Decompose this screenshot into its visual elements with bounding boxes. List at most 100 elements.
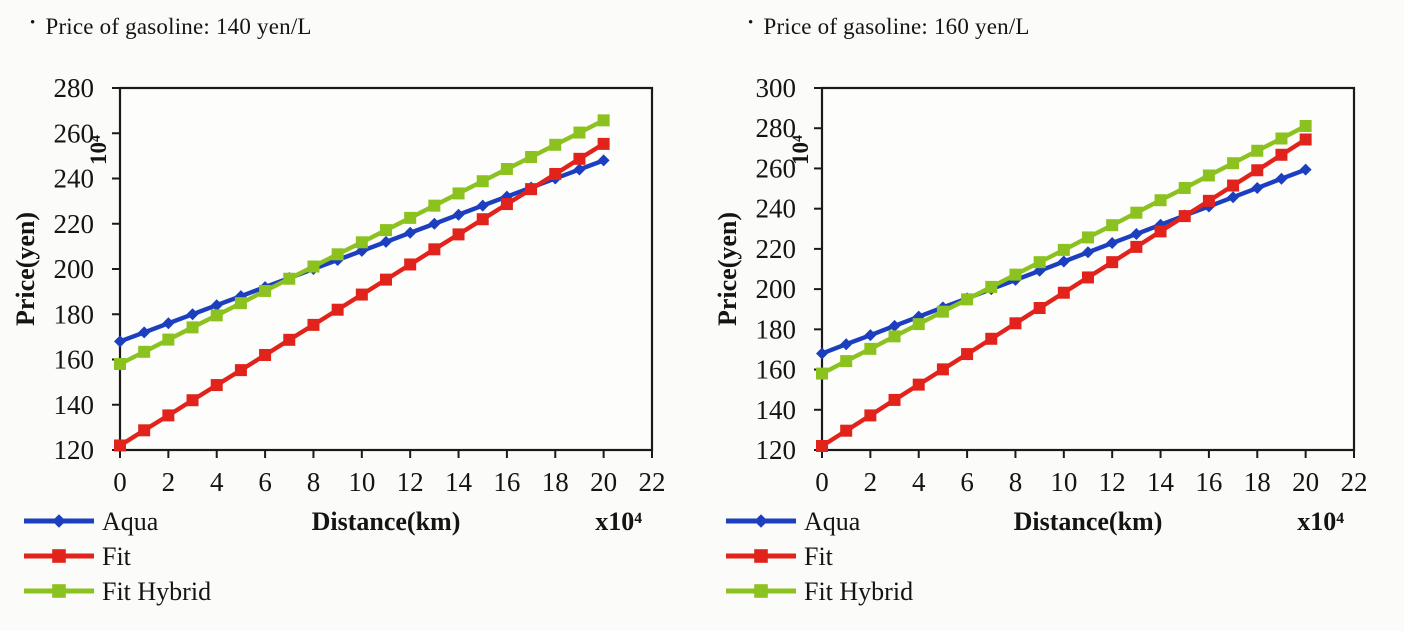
marker-square	[1202, 194, 1215, 207]
marker-square	[864, 409, 877, 422]
marker-square	[1275, 132, 1288, 145]
marker-square	[114, 358, 126, 371]
marker-square	[355, 288, 368, 301]
marker-square	[1154, 225, 1167, 238]
marker-square	[1106, 219, 1119, 232]
marker-diamond	[597, 154, 610, 167]
marker-square	[816, 439, 828, 452]
y-tick-label: 140	[54, 390, 95, 420]
marker-square	[380, 273, 392, 286]
legend-label: Fit	[102, 542, 132, 571]
y-axis-unit: 10⁴	[86, 135, 111, 165]
marker-square	[283, 333, 296, 346]
marker-square	[840, 424, 853, 437]
legend-label: Aqua	[102, 507, 159, 536]
marker-square	[404, 211, 417, 224]
marker-diamond	[1130, 228, 1143, 241]
marker-diamond	[428, 217, 441, 230]
marker-diamond	[114, 335, 126, 348]
marker-square	[573, 126, 586, 139]
marker-square	[573, 152, 586, 165]
y-axis-title: Price(yen)	[11, 212, 40, 326]
marker-diamond	[1251, 181, 1264, 194]
x-tick-label: 18	[542, 467, 569, 497]
legend-label: Aqua	[804, 507, 861, 536]
line-chart-gasoline-140: 120 140 160 180 200 220 240 260 280 0 2 4 6 8 10 12 14 16…	[11, 73, 666, 606]
marker-square	[428, 199, 441, 212]
marker-diamond	[573, 163, 586, 176]
marker-square	[936, 363, 949, 376]
marker-square	[1299, 133, 1312, 146]
marker-square	[138, 345, 151, 358]
marker-diamond	[888, 319, 901, 332]
marker-square	[283, 272, 296, 285]
marker-square	[864, 342, 877, 355]
marker-square	[816, 367, 828, 380]
marker-square	[259, 284, 272, 297]
y-tick-label: 260	[756, 153, 797, 183]
y-tick-label: 220	[54, 209, 95, 239]
marker-square	[1130, 206, 1143, 219]
marker-square	[1033, 256, 1046, 269]
y-tick-label: 280	[54, 73, 95, 103]
x-tick-label: 16	[493, 467, 520, 497]
marker-diamond	[1299, 163, 1312, 176]
marker-diamond	[476, 199, 489, 212]
marker-square	[210, 309, 223, 322]
marker-diamond	[1057, 255, 1070, 268]
marker-square	[1227, 157, 1240, 170]
x-tick-label: 8	[307, 467, 321, 497]
x-tick-label: 22	[1341, 467, 1368, 497]
chart-title-text: Price of gasoline: 140 yen/L	[45, 14, 312, 39]
legend-label: Fit Hybrid	[804, 577, 913, 606]
marker-diamond	[754, 514, 768, 528]
marker-square	[985, 280, 998, 293]
x-tick-label: 14	[1147, 467, 1175, 497]
marker-diamond	[452, 208, 465, 221]
marker-diamond	[52, 514, 66, 528]
x-tick-label: 18	[1244, 467, 1271, 497]
y-tick-label: 120	[54, 435, 95, 465]
y-axis-unit: 10⁴	[788, 135, 813, 165]
marker-square	[476, 213, 489, 226]
marker-square	[1227, 179, 1240, 192]
y-tick-label: 200	[756, 274, 797, 304]
marker-square	[1009, 268, 1022, 281]
marker-diamond	[1227, 191, 1240, 204]
x-tick-label: 0	[815, 467, 829, 497]
marker-square	[1178, 181, 1191, 194]
marker-square	[500, 198, 513, 211]
marker-square	[500, 162, 513, 175]
chart-panel-140: • Price of gasoline: 140 yen/L 120 140 160 1…	[11, 14, 666, 606]
bullet-icon: •	[30, 15, 36, 31]
x-tick-label: 22	[639, 467, 666, 497]
marker-square	[549, 167, 562, 180]
y-tick-label: 160	[54, 345, 95, 375]
marker-diamond	[1082, 246, 1094, 259]
x-axis-title: Distance(km)	[312, 507, 461, 536]
line-chart-gasoline-160: 120 140 160 180 200 220 240 260 280 300 0 2 4 6 8 10 12 1…	[713, 73, 1368, 606]
marker-diamond	[816, 347, 828, 360]
marker-square	[452, 187, 465, 200]
marker-diamond	[162, 317, 175, 330]
marker-square	[840, 355, 853, 368]
marker-square	[476, 175, 489, 188]
marker-square	[114, 439, 126, 452]
marker-square	[1106, 256, 1119, 269]
x-axis-title: Distance(km)	[1014, 507, 1163, 536]
marker-diamond	[840, 338, 853, 351]
marker-square	[162, 409, 175, 422]
marker-square	[1251, 144, 1264, 157]
marker-square	[1009, 317, 1022, 330]
y-axis-title: Price(yen)	[713, 212, 742, 326]
y-tick-label: 300	[756, 73, 797, 103]
marker-square	[1251, 164, 1264, 177]
y-tick-label: 180	[54, 299, 95, 329]
bullet-icon: •	[748, 15, 754, 31]
marker-square	[1202, 169, 1215, 182]
marker-square	[307, 318, 320, 331]
marker-square	[380, 224, 392, 237]
marker-square	[428, 243, 441, 256]
marker-square	[452, 228, 465, 241]
marker-square	[186, 394, 199, 407]
